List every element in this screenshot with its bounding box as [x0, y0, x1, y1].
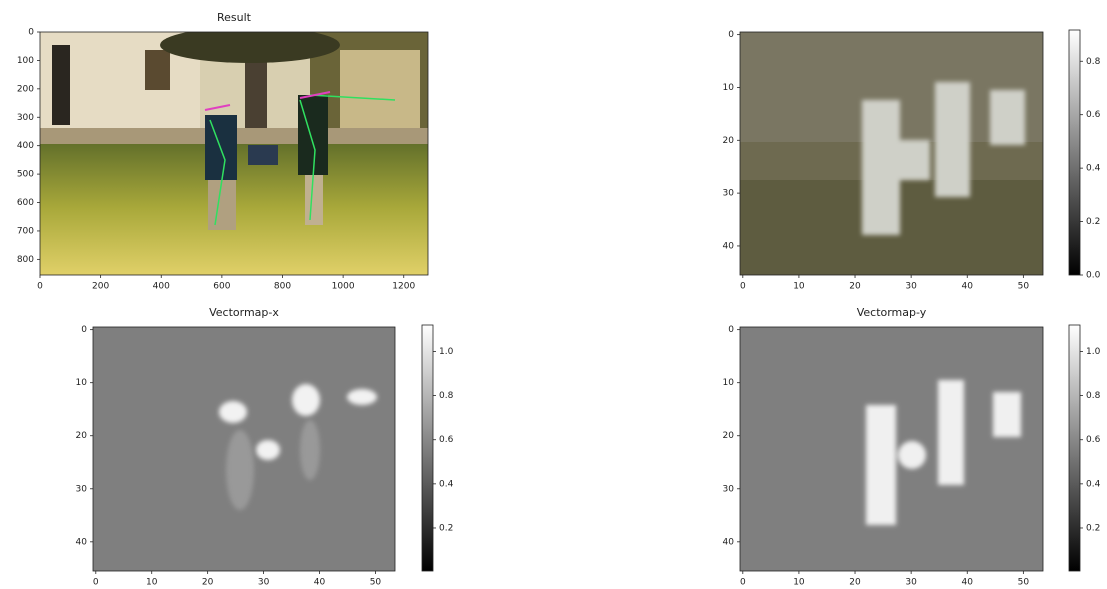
- y-tick-label: 300: [17, 113, 34, 123]
- colorbar: [421, 324, 434, 572]
- colorbar-tick-label: 0.2: [439, 523, 453, 533]
- subplot-title: Vectormap-x: [209, 306, 279, 319]
- x-tick-label: 10: [793, 282, 805, 292]
- x-tick-label: 20: [849, 282, 861, 292]
- y-tick-label: 0: [28, 28, 34, 38]
- subplot-title: Vectormap-y: [857, 306, 927, 319]
- colorbar-tick-label: 1.0: [439, 347, 454, 357]
- y-tick-label: 20: [723, 136, 735, 146]
- y-tick-label: 0: [81, 325, 87, 335]
- x-tick-label: 30: [905, 282, 917, 292]
- y-tick-label: 30: [76, 484, 88, 494]
- subplot-title: Result: [217, 11, 252, 24]
- axes-frame: [739, 31, 1044, 276]
- x-tick-label: 20: [849, 578, 861, 588]
- axes-frame: [39, 31, 429, 276]
- y-tick-label: 20: [723, 431, 735, 441]
- x-tick-label: 0: [740, 578, 746, 588]
- x-tick-label: 10: [146, 578, 158, 588]
- y-tick-label: 10: [723, 378, 735, 388]
- colorbar-tick-label: 0.2: [1086, 217, 1100, 227]
- x-tick-label: 40: [314, 578, 326, 588]
- x-tick-label: 30: [905, 578, 917, 588]
- y-tick-label: 700: [17, 226, 34, 236]
- x-tick-label: 50: [1018, 282, 1030, 292]
- y-tick-label: 10: [723, 83, 735, 93]
- y-tick-label: 200: [17, 84, 34, 94]
- x-tick-label: 800: [274, 282, 291, 292]
- colorbar-tick-label: 0.4: [1086, 164, 1101, 174]
- colorbar-tick-label: 0.8: [1086, 57, 1101, 67]
- y-tick-label: 30: [723, 189, 735, 199]
- x-tick-label: 40: [962, 578, 974, 588]
- x-tick-label: 400: [153, 282, 170, 292]
- x-tick-label: 10: [793, 578, 805, 588]
- y-tick-label: 0: [728, 325, 734, 335]
- y-tick-label: 20: [76, 431, 88, 441]
- x-tick-label: 0: [37, 282, 43, 292]
- x-tick-label: 1000: [332, 282, 355, 292]
- colorbar-tick-label: 0.6: [1086, 110, 1101, 120]
- colorbar-tick-label: 0.8: [439, 391, 454, 401]
- axes-frame: [739, 326, 1044, 572]
- colorbar-tick-label: 1.0: [1086, 347, 1101, 357]
- colorbar-tick-label: 0.4: [439, 479, 454, 489]
- x-tick-label: 20: [202, 578, 214, 588]
- x-tick-label: 0: [93, 578, 99, 588]
- colorbar-tick-label: 0.2: [1086, 523, 1100, 533]
- x-tick-label: 0: [740, 282, 746, 292]
- vectormap-x-image: [93, 327, 395, 571]
- colorbar-tick-label: 0.8: [1086, 391, 1101, 401]
- axes-frame: [92, 326, 396, 572]
- x-tick-label: 200: [92, 282, 109, 292]
- y-tick-label: 30: [723, 484, 735, 494]
- y-tick-label: 100: [17, 56, 34, 66]
- x-tick-label: 50: [370, 578, 382, 588]
- colorbar-tick-label: 0.4: [1086, 479, 1101, 489]
- colorbar-tick-label: 0.6: [439, 435, 454, 445]
- x-tick-label: 50: [1018, 578, 1030, 588]
- y-tick-label: 40: [76, 537, 88, 547]
- colorbar: [1068, 29, 1081, 276]
- colorbar-tick-label: 0.0: [1086, 271, 1101, 281]
- x-tick-label: 30: [258, 578, 270, 588]
- colorbar-tick-label: 0.6: [1086, 435, 1101, 445]
- photo: [40, 32, 428, 275]
- y-tick-label: 0: [728, 30, 734, 40]
- y-tick-label: 10: [76, 378, 88, 388]
- x-tick-label: 600: [213, 282, 230, 292]
- y-tick-label: 400: [17, 141, 34, 151]
- y-tick-label: 40: [723, 241, 735, 251]
- overlay-image: [740, 32, 1043, 275]
- y-tick-label: 800: [17, 255, 34, 265]
- y-tick-label: 500: [17, 170, 34, 180]
- y-tick-label: 600: [17, 198, 34, 208]
- x-tick-label: 40: [962, 282, 974, 292]
- x-tick-label: 1200: [392, 282, 415, 292]
- y-tick-label: 40: [723, 537, 735, 547]
- colorbar: [1068, 324, 1081, 572]
- vectormap-y-image: [740, 327, 1043, 571]
